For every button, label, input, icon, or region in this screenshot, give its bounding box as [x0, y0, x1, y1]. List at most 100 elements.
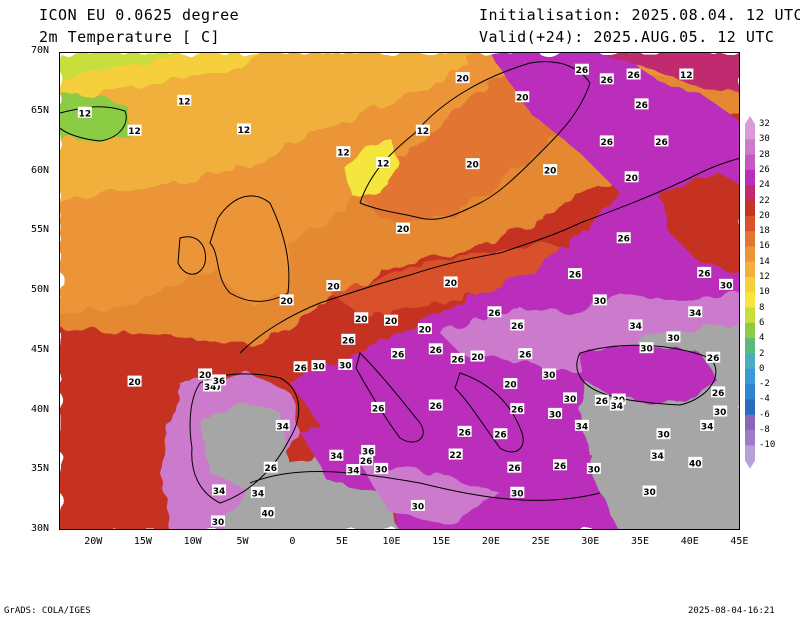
iberia-coast	[189, 373, 300, 504]
contour-label: 34	[212, 484, 227, 497]
northern-coast	[239, 157, 739, 354]
contour-label-text: 20	[327, 283, 340, 293]
lat-label: 45N	[31, 343, 50, 355]
contour-label-text: 34	[213, 487, 226, 497]
contour-label: 26	[293, 361, 308, 374]
contour-label: 20	[443, 276, 458, 289]
colorbar-top-arrow	[745, 116, 755, 124]
colorbar-label: -10	[759, 440, 776, 451]
contour-label-text: 12	[680, 71, 693, 81]
contour-label-box	[450, 352, 465, 364]
lat-label: 70N	[31, 45, 50, 56]
contour-label-box	[666, 331, 681, 343]
lon-label: 30E	[581, 536, 600, 547]
colorbar-label: 10	[759, 287, 770, 298]
contour-label: 26	[493, 428, 508, 441]
contour-label-box	[688, 456, 703, 468]
contour-label-text: 26	[655, 138, 668, 148]
russia-warm-field	[660, 173, 739, 273]
contour-label: 26	[428, 399, 443, 412]
contour-label: 26	[711, 386, 726, 399]
contour-label-box	[594, 394, 609, 406]
contour-label-text: 26	[360, 457, 373, 467]
contour-label-box	[127, 124, 142, 136]
contour-label-text: 26	[627, 71, 640, 81]
contour-label: 30	[592, 294, 607, 307]
contour-label-text: 20	[355, 315, 368, 325]
contour-label-text: 26	[511, 322, 524, 332]
contour-label-box	[711, 386, 726, 398]
contour-label-text: 26	[342, 336, 355, 346]
contour-label-layer: 12 12 12 12 12 12 12 12 20 20 20 20 20 20 20 20 20 20 20 20…	[77, 63, 734, 528]
colorbar-swatch	[745, 399, 755, 416]
contour-label: 30	[586, 462, 601, 475]
contour-label-box	[628, 319, 643, 331]
contour-label: 30	[639, 342, 654, 355]
contour-label-box	[567, 268, 582, 280]
contour-label: 20	[395, 222, 410, 235]
contour-label-text: 30	[667, 334, 680, 344]
contour-label: 36	[212, 374, 227, 387]
init-time: Initialisation: 2025.08.04. 12 UTC	[479, 6, 800, 24]
contour-label: 12	[415, 124, 430, 137]
contour-label-box	[415, 124, 430, 136]
lon-label: 25E	[531, 536, 550, 547]
lon-label: 20W	[84, 536, 103, 547]
colorbar-label: 30	[759, 134, 770, 145]
colorbar-swatch	[745, 307, 755, 324]
contour-label-box	[654, 135, 669, 147]
colorbar-label: 16	[759, 241, 770, 252]
contour-label-text: 30	[594, 297, 607, 307]
contour-label-box	[719, 278, 734, 290]
lat-label: 40N	[31, 403, 50, 415]
contour-label: 36	[361, 444, 376, 457]
lon-label: 15E	[432, 536, 451, 547]
contour-label-box	[493, 428, 508, 440]
contour-label-text: 34	[347, 467, 360, 477]
contour-label-box	[510, 319, 525, 331]
footer-timestamp: 2025-08-04-16:21	[688, 606, 775, 616]
valid-time: Valid(+24): 2025.AUG.05. 12 UTC	[479, 28, 775, 46]
contour-label: 30	[542, 368, 557, 381]
contour-label-text: 12	[128, 127, 141, 137]
contour-label-box	[211, 515, 226, 527]
colorbar-swatch	[745, 384, 755, 400]
contour-label-box	[688, 306, 703, 318]
contour-label: 20	[326, 280, 341, 293]
colorbar-label: -6	[759, 409, 770, 420]
contour-label-text: 40	[689, 459, 702, 469]
contour-label-text: 30	[543, 371, 556, 381]
contour-label-text: 30	[212, 518, 225, 528]
contour-label-box	[417, 323, 432, 335]
contour-label-box	[626, 68, 641, 80]
contour-label-text: 34	[651, 452, 664, 462]
contour-label: 30	[338, 358, 353, 371]
contour-label-box	[574, 63, 589, 75]
contour-label-box	[384, 314, 399, 326]
contour-label: 26	[697, 266, 712, 279]
colorbar-label: 14	[759, 256, 770, 267]
contour-label-box	[361, 444, 376, 456]
contour-label: 40	[260, 507, 275, 520]
contour-label-box	[448, 448, 463, 460]
colorbar-swatch	[745, 261, 755, 278]
contour-label-text: 34	[629, 322, 642, 332]
contour-label: 26	[487, 306, 502, 319]
contour-label: 26	[599, 135, 614, 148]
contour-label-text: 30	[412, 502, 425, 512]
contour-label: 12	[177, 94, 192, 107]
contour-label-text: 30	[375, 465, 388, 475]
contour-label: 26	[510, 319, 525, 332]
contour-label: 12	[127, 124, 142, 137]
colorbar-label: 32	[759, 119, 770, 129]
contour-label: 12	[679, 68, 694, 81]
field-title: 2m Temperature [ C]	[39, 28, 221, 46]
contour-label-box	[592, 294, 607, 306]
contour-label: 26	[634, 98, 649, 111]
lat-label: 35N	[31, 463, 50, 475]
contour-label: 30	[642, 485, 657, 498]
contour-label-box	[374, 462, 389, 474]
contour-label: 40	[688, 456, 703, 469]
north-africa-coast	[249, 470, 601, 501]
contour-label-box	[507, 461, 522, 473]
